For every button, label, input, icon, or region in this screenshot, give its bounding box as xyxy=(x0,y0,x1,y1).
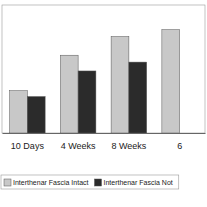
legend-label: Interthenar Fascia Intact xyxy=(13,179,89,186)
legend-label: Interthenar Fascia Not xyxy=(103,179,172,186)
bar xyxy=(111,37,129,133)
bar xyxy=(27,97,45,133)
legend-box xyxy=(1,175,179,189)
bar xyxy=(78,71,96,133)
bar xyxy=(129,62,147,133)
bar xyxy=(60,55,78,133)
legend-swatch xyxy=(94,179,101,186)
x-tick: 6 xyxy=(177,133,182,151)
bar xyxy=(10,91,28,133)
x-tick-label: 10 Days xyxy=(11,141,45,151)
legend-item: Interthenar Fascia Intact xyxy=(4,179,89,186)
x-tick-label: 8 Weeks xyxy=(111,141,146,151)
x-tick: 8 Weeks xyxy=(111,133,146,151)
bars xyxy=(10,30,180,133)
x-tick-label: 4 Weeks xyxy=(61,141,96,151)
chart: 10 Days 4 Weeks 8 Weeks 6 Interthenar Fascia… xyxy=(0,0,207,207)
x-tick: 10 Days xyxy=(11,133,45,151)
x-tick-label: 6 xyxy=(177,141,182,151)
bar xyxy=(162,30,180,133)
plot-frame xyxy=(2,5,205,133)
plot: 10 Days 4 Weeks 8 Weeks 6 xyxy=(2,5,206,151)
x-axis: 10 Days 4 Weeks 8 Weeks 6 xyxy=(3,133,206,151)
legend-item: Interthenar Fascia Not xyxy=(94,179,172,186)
legend: Interthenar Fascia Intact Interthenar Fas… xyxy=(1,175,179,189)
x-tick: 4 Weeks xyxy=(61,133,96,151)
x-axis-line xyxy=(3,133,206,134)
legend-swatch xyxy=(4,179,11,186)
